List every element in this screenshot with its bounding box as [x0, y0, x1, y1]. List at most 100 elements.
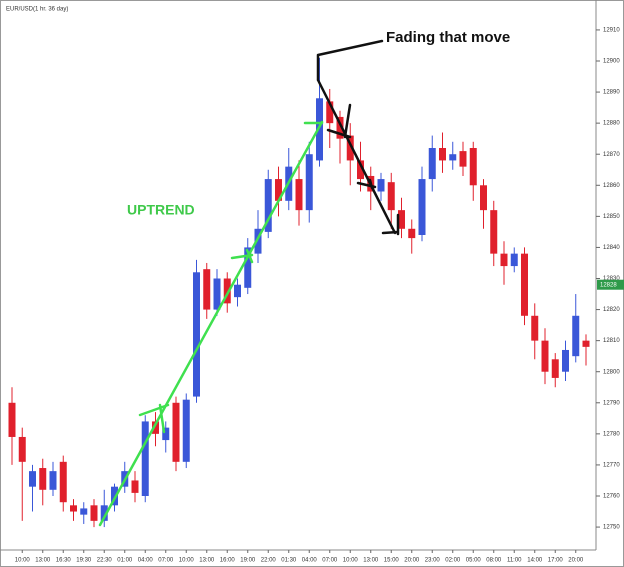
candle-body — [244, 247, 252, 288]
annotation: UPTREND — [127, 202, 195, 218]
candle-body — [254, 228, 262, 254]
candle-body — [541, 340, 549, 372]
y-tick-label: 12840 — [603, 245, 620, 251]
candle-body — [193, 272, 200, 397]
candle-body — [500, 253, 508, 267]
candle-body — [141, 421, 149, 496]
candle-body — [510, 253, 518, 267]
x-tick-label: 15:00 — [384, 558, 400, 564]
y-tick-label: 12890 — [603, 90, 620, 96]
x-tick-label: 22:00 — [261, 558, 277, 564]
candle-body — [398, 210, 405, 229]
last-price-label: 12828 — [600, 282, 617, 288]
candle-body — [582, 340, 590, 347]
x-tick-label: 13:00 — [363, 558, 379, 564]
candle-body — [305, 154, 313, 211]
candle-body — [172, 402, 180, 462]
x-tick-label: 16:30 — [56, 558, 72, 564]
x-tick-label: 13:00 — [35, 558, 51, 564]
candle-body — [357, 160, 364, 180]
y-tick-label: 12820 — [603, 307, 620, 313]
candle-body — [480, 185, 487, 211]
x-tick-label: 17:00 — [548, 558, 564, 564]
candle-body — [234, 284, 241, 298]
candle-body — [459, 151, 467, 167]
x-tick-label: 07:00 — [158, 558, 174, 564]
candle-body — [551, 359, 559, 378]
candle-body — [572, 315, 580, 357]
candle-body — [90, 505, 98, 521]
candle-body — [70, 505, 77, 512]
candle-body — [387, 182, 395, 211]
chart-title: EUR/USD(1 hr. 36 day) — [6, 7, 68, 13]
candle-body — [203, 269, 211, 310]
y-tick-label: 12830 — [603, 276, 620, 282]
y-tick-label: 12880 — [603, 121, 620, 127]
x-tick-label: 23:00 — [425, 558, 441, 564]
candle-body — [336, 116, 344, 139]
y-tick-label: 12910 — [603, 28, 620, 34]
x-tick-label: 13:00 — [199, 558, 215, 564]
x-tick-label: 05:00 — [466, 558, 482, 564]
x-tick-label: 22:30 — [97, 558, 113, 564]
y-tick-label: 12760 — [603, 494, 620, 500]
x-tick-label: 04:00 — [302, 558, 318, 564]
candle-body — [59, 461, 67, 503]
x-tick-label: 10:00 — [343, 558, 359, 564]
x-tick-label: 19:30 — [76, 558, 92, 564]
x-tick-label: 10:00 — [15, 558, 31, 564]
candle-body — [131, 480, 139, 493]
candle-body — [490, 210, 498, 254]
drawings — [98, 39, 400, 527]
candle-body — [418, 179, 426, 235]
candle-body — [182, 399, 190, 462]
candle-body — [562, 349, 569, 372]
y-tick-label: 12850 — [603, 214, 620, 220]
x-tick-label: 08:00 — [486, 558, 502, 564]
x-tick-label: 20:00 — [404, 558, 420, 564]
y-tick-label: 12750 — [603, 525, 620, 531]
candle-body — [346, 135, 354, 161]
candle-body — [439, 148, 446, 161]
candle-body — [531, 315, 539, 341]
candle-body — [100, 505, 108, 521]
x-tick-label: 01:00 — [117, 558, 133, 564]
x-tick-label: 07:00 — [322, 558, 338, 564]
candle-body — [49, 471, 57, 490]
candle-body — [223, 278, 231, 304]
trend-ticks — [138, 121, 324, 434]
y-tick-label: 12800 — [603, 369, 620, 375]
x-tick-label: 01:30 — [281, 558, 297, 564]
y-tick-label: 12900 — [603, 59, 620, 65]
candle-body — [326, 101, 334, 124]
x-tick-label: 04:00 — [138, 558, 154, 564]
candle-body — [29, 471, 36, 487]
candle-body — [213, 278, 221, 310]
x-tick-label: 16:00 — [220, 558, 236, 564]
candle-body — [162, 427, 170, 441]
y-tick-label: 12810 — [603, 338, 620, 344]
candle-body — [275, 179, 282, 201]
candle-body — [316, 98, 323, 161]
candle-body — [469, 148, 477, 186]
y-tick-label: 12870 — [603, 152, 620, 158]
candle-body — [18, 436, 26, 462]
x-tick-label: 02:00 — [445, 558, 461, 564]
candle-body — [39, 468, 47, 490]
candle-body — [152, 421, 159, 434]
x-tick-label: 19:00 — [240, 558, 256, 564]
x-tick-label: 10:00 — [179, 558, 195, 564]
candle-body — [111, 486, 118, 506]
candle-body — [377, 179, 385, 192]
x-tick-label: 14:00 — [527, 558, 543, 564]
candle-body — [521, 253, 528, 316]
candle-body — [8, 402, 16, 437]
annotation: Fading that move — [386, 29, 510, 46]
candle-body — [264, 179, 272, 232]
candle-body — [295, 179, 303, 211]
candle-body — [408, 228, 416, 239]
candle-body — [428, 148, 436, 180]
y-tick-label: 12860 — [603, 183, 620, 189]
candle-body — [80, 508, 88, 515]
